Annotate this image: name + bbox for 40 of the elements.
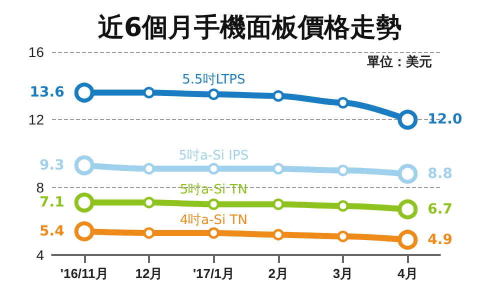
chart-title: 近6個月手機面板價格走勢 <box>98 13 402 43</box>
point <box>143 227 155 239</box>
data-label: 6.7 <box>428 201 452 218</box>
point <box>272 198 284 210</box>
x-tick-label: 2月 <box>268 266 288 281</box>
series-label: 5吋a-Si TN <box>180 182 248 198</box>
point <box>143 196 155 208</box>
series-label: 4吋a-Si TN <box>180 213 248 228</box>
point <box>337 200 349 212</box>
y-tick-label: 16 <box>28 44 44 60</box>
data-label: 5.4 <box>40 223 65 240</box>
data-label: 9.3 <box>40 157 64 174</box>
point <box>337 164 349 176</box>
point <box>208 162 220 174</box>
data-label: 8.8 <box>428 166 452 182</box>
point <box>337 97 349 108</box>
y-tick-label: 4 <box>36 247 44 263</box>
data-label: 13.6 <box>30 84 64 101</box>
x-tick-label: 4月 <box>398 266 418 281</box>
x-tick-label: '16/11月 <box>60 266 108 281</box>
point <box>208 88 220 100</box>
data-label: 4.9 <box>428 232 452 248</box>
y-tick-label: 12 <box>28 112 44 128</box>
point <box>337 230 349 242</box>
point <box>208 198 220 210</box>
y-tick-label: 8 <box>36 179 44 196</box>
series-label: 5.5吋LTPS <box>182 72 246 88</box>
data-label: 12.0 <box>428 112 462 128</box>
point <box>272 228 284 240</box>
data-label: 7.1 <box>40 194 64 211</box>
point <box>272 162 284 174</box>
point <box>272 90 284 102</box>
series-label: 5吋a-Si IPS <box>178 148 249 164</box>
x-tick-label: 12月 <box>135 266 163 281</box>
point <box>208 227 220 239</box>
x-tick-label: 3月 <box>332 266 354 281</box>
annotation: 單位：美元 <box>366 54 432 70</box>
point <box>143 162 155 174</box>
point <box>143 86 155 98</box>
x-tick-label: '17/1月 <box>192 266 234 281</box>
